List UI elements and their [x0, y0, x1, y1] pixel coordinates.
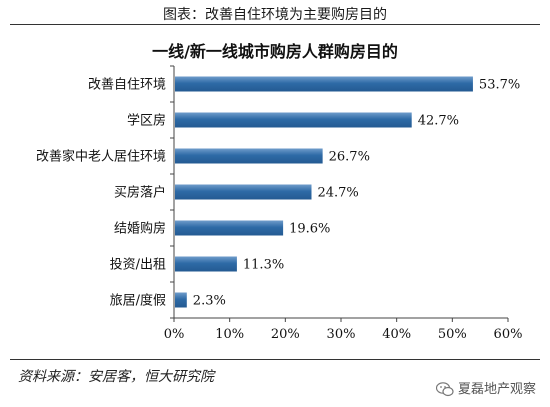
category-label: 旅居/度假 — [110, 293, 166, 309]
x-tick-label: 0% — [164, 327, 185, 342]
value-label: 53.7% — [479, 78, 520, 93]
bar — [175, 292, 187, 308]
category-label: 买房落户 — [114, 185, 166, 201]
watermark-text: 夏磊地产观察 — [457, 382, 536, 397]
x-tick-label: 30% — [327, 327, 356, 342]
category-label: 投资/出租 — [110, 257, 166, 273]
category-label: 结婚购房 — [114, 221, 166, 237]
bar — [175, 148, 323, 164]
x-tick-label: 60% — [494, 327, 523, 342]
bar — [175, 112, 412, 128]
bar — [175, 76, 473, 92]
bar — [175, 184, 312, 200]
value-label: 26.7% — [329, 150, 370, 165]
value-label: 11.3% — [243, 258, 284, 273]
category-label: 改善自住环境 — [88, 77, 166, 93]
x-tick-label: 40% — [382, 327, 411, 342]
value-label: 2.3% — [193, 294, 226, 309]
watermark: 夏磊地产观察 — [435, 378, 536, 397]
x-tick-label: 10% — [215, 327, 244, 342]
chart-title: 一线/新一线城市购房人群购房目的 — [152, 42, 398, 61]
wechat-icon — [435, 382, 454, 397]
source-note: 资料来源：安居客，恒大研究院 — [18, 369, 214, 385]
category-label: 学区房 — [127, 113, 166, 129]
bar — [175, 220, 284, 236]
x-tick-label: 50% — [438, 327, 467, 342]
value-label: 24.7% — [317, 186, 358, 201]
top-rule — [10, 24, 540, 25]
bottom-rule — [10, 359, 540, 360]
figure-caption: 图表：改善自住环境为主要购房目的 — [163, 7, 387, 23]
category-label: 改善家中老人居住环境 — [36, 149, 166, 165]
bar — [175, 256, 237, 272]
value-label: 42.7% — [418, 114, 459, 129]
value-label: 19.6% — [289, 222, 330, 237]
x-tick-label: 20% — [271, 327, 300, 342]
